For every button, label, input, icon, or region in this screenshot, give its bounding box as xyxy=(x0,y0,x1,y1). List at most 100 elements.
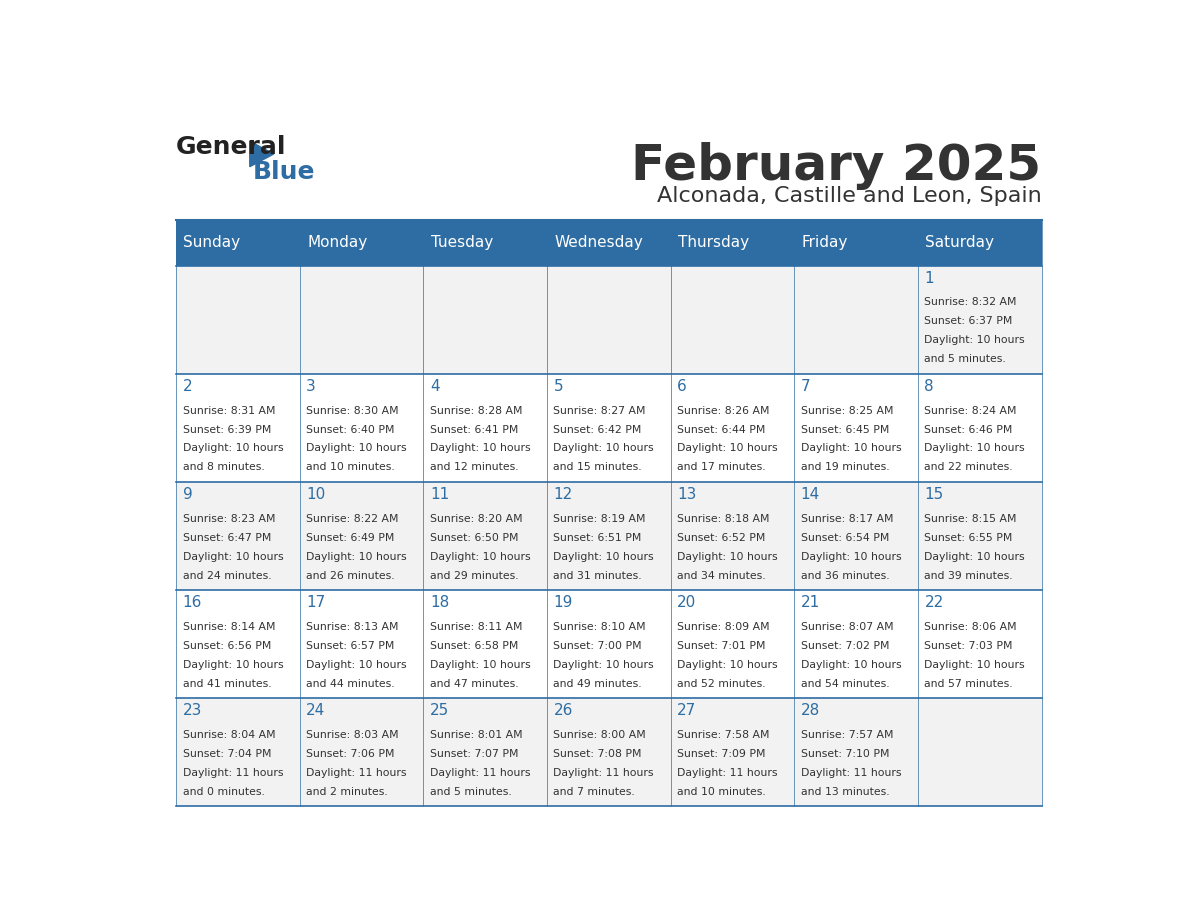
Text: Daylight: 10 hours: Daylight: 10 hours xyxy=(801,552,902,562)
Text: Daylight: 10 hours: Daylight: 10 hours xyxy=(924,335,1025,345)
Bar xyxy=(671,219,795,265)
Text: Daylight: 11 hours: Daylight: 11 hours xyxy=(183,768,283,778)
Text: Wednesday: Wednesday xyxy=(555,235,643,251)
Text: Sunset: 6:39 PM: Sunset: 6:39 PM xyxy=(183,424,271,434)
Text: 3: 3 xyxy=(307,379,316,394)
Bar xyxy=(176,374,299,482)
Text: and 24 minutes.: and 24 minutes. xyxy=(183,571,271,580)
Text: 5: 5 xyxy=(554,379,563,394)
Bar xyxy=(299,699,423,806)
Text: and 39 minutes.: and 39 minutes. xyxy=(924,571,1013,580)
Text: Sunrise: 8:32 AM: Sunrise: 8:32 AM xyxy=(924,297,1017,308)
Bar xyxy=(299,219,423,265)
Text: Daylight: 11 hours: Daylight: 11 hours xyxy=(677,768,778,778)
Text: Sunset: 7:08 PM: Sunset: 7:08 PM xyxy=(554,749,642,759)
Text: Sunrise: 8:00 AM: Sunrise: 8:00 AM xyxy=(554,730,646,740)
Text: Alconada, Castille and Leon, Spain: Alconada, Castille and Leon, Spain xyxy=(657,185,1042,206)
Bar xyxy=(176,219,299,265)
Text: Daylight: 10 hours: Daylight: 10 hours xyxy=(677,443,778,453)
Text: and 8 minutes.: and 8 minutes. xyxy=(183,463,264,473)
Text: 11: 11 xyxy=(430,487,449,502)
Bar xyxy=(423,699,546,806)
Bar xyxy=(546,590,671,699)
Text: Sunset: 6:52 PM: Sunset: 6:52 PM xyxy=(677,532,765,543)
Text: Daylight: 10 hours: Daylight: 10 hours xyxy=(924,660,1025,670)
Text: Friday: Friday xyxy=(802,235,848,251)
Text: Daylight: 10 hours: Daylight: 10 hours xyxy=(677,552,778,562)
Text: Sunset: 7:07 PM: Sunset: 7:07 PM xyxy=(430,749,518,759)
Bar xyxy=(795,482,918,590)
Bar xyxy=(423,265,546,374)
Text: Daylight: 11 hours: Daylight: 11 hours xyxy=(554,768,653,778)
Bar xyxy=(795,265,918,374)
Bar xyxy=(546,374,671,482)
Text: 15: 15 xyxy=(924,487,943,502)
Text: Sunrise: 8:22 AM: Sunrise: 8:22 AM xyxy=(307,514,399,524)
Bar xyxy=(546,482,671,590)
Text: 22: 22 xyxy=(924,595,943,610)
Text: Sunset: 7:06 PM: Sunset: 7:06 PM xyxy=(307,749,394,759)
Text: Sunrise: 8:26 AM: Sunrise: 8:26 AM xyxy=(677,406,770,416)
Text: Sunrise: 8:19 AM: Sunrise: 8:19 AM xyxy=(554,514,646,524)
Text: Tuesday: Tuesday xyxy=(431,235,493,251)
Text: and 19 minutes.: and 19 minutes. xyxy=(801,463,890,473)
Text: Sunrise: 8:10 AM: Sunrise: 8:10 AM xyxy=(554,621,646,632)
Bar xyxy=(423,219,546,265)
Text: and 49 minutes.: and 49 minutes. xyxy=(554,678,642,688)
Text: 17: 17 xyxy=(307,595,326,610)
Text: General: General xyxy=(176,135,286,159)
Text: 28: 28 xyxy=(801,703,820,718)
Text: February 2025: February 2025 xyxy=(632,142,1042,190)
Text: and 44 minutes.: and 44 minutes. xyxy=(307,678,394,688)
Bar xyxy=(423,374,546,482)
Text: Sunrise: 8:18 AM: Sunrise: 8:18 AM xyxy=(677,514,770,524)
Text: and 36 minutes.: and 36 minutes. xyxy=(801,571,890,580)
Text: Sunrise: 8:31 AM: Sunrise: 8:31 AM xyxy=(183,406,276,416)
Text: Sunset: 6:56 PM: Sunset: 6:56 PM xyxy=(183,641,271,651)
Bar xyxy=(423,482,546,590)
Text: Sunrise: 8:09 AM: Sunrise: 8:09 AM xyxy=(677,621,770,632)
Text: Sunset: 6:44 PM: Sunset: 6:44 PM xyxy=(677,424,765,434)
Text: Sunrise: 8:15 AM: Sunrise: 8:15 AM xyxy=(924,514,1017,524)
Bar xyxy=(918,590,1042,699)
Text: Saturday: Saturday xyxy=(925,235,994,251)
Bar xyxy=(546,265,671,374)
Text: Sunrise: 7:57 AM: Sunrise: 7:57 AM xyxy=(801,730,893,740)
Text: Sunset: 6:49 PM: Sunset: 6:49 PM xyxy=(307,532,394,543)
Text: Sunset: 7:00 PM: Sunset: 7:00 PM xyxy=(554,641,642,651)
Text: Sunrise: 8:25 AM: Sunrise: 8:25 AM xyxy=(801,406,893,416)
Text: Sunset: 6:50 PM: Sunset: 6:50 PM xyxy=(430,532,518,543)
Bar xyxy=(918,219,1042,265)
Text: Sunrise: 8:11 AM: Sunrise: 8:11 AM xyxy=(430,621,523,632)
Text: and 26 minutes.: and 26 minutes. xyxy=(307,571,394,580)
Text: Sunset: 6:46 PM: Sunset: 6:46 PM xyxy=(924,424,1012,434)
Text: Sunset: 6:45 PM: Sunset: 6:45 PM xyxy=(801,424,889,434)
Text: 27: 27 xyxy=(677,703,696,718)
Text: 9: 9 xyxy=(183,487,192,502)
Text: Daylight: 10 hours: Daylight: 10 hours xyxy=(183,443,283,453)
Text: 10: 10 xyxy=(307,487,326,502)
Text: Sunrise: 8:07 AM: Sunrise: 8:07 AM xyxy=(801,621,893,632)
Text: Sunrise: 7:58 AM: Sunrise: 7:58 AM xyxy=(677,730,770,740)
Text: Daylight: 10 hours: Daylight: 10 hours xyxy=(430,660,531,670)
Text: and 10 minutes.: and 10 minutes. xyxy=(307,463,394,473)
Text: 20: 20 xyxy=(677,595,696,610)
Text: and 52 minutes.: and 52 minutes. xyxy=(677,678,766,688)
Text: Daylight: 10 hours: Daylight: 10 hours xyxy=(430,552,531,562)
Text: and 47 minutes.: and 47 minutes. xyxy=(430,678,518,688)
Text: Daylight: 10 hours: Daylight: 10 hours xyxy=(307,443,406,453)
Text: and 29 minutes.: and 29 minutes. xyxy=(430,571,518,580)
Text: 25: 25 xyxy=(430,703,449,718)
Text: 26: 26 xyxy=(554,703,573,718)
Text: Blue: Blue xyxy=(253,160,315,184)
Bar xyxy=(671,265,795,374)
Text: Sunrise: 8:03 AM: Sunrise: 8:03 AM xyxy=(307,730,399,740)
Text: Sunset: 6:42 PM: Sunset: 6:42 PM xyxy=(554,424,642,434)
Text: Sunrise: 8:13 AM: Sunrise: 8:13 AM xyxy=(307,621,399,632)
Bar xyxy=(176,590,299,699)
Text: Daylight: 10 hours: Daylight: 10 hours xyxy=(430,443,531,453)
Text: Daylight: 10 hours: Daylight: 10 hours xyxy=(554,443,655,453)
Text: and 13 minutes.: and 13 minutes. xyxy=(801,787,890,797)
Text: and 31 minutes.: and 31 minutes. xyxy=(554,571,642,580)
Text: 1: 1 xyxy=(924,271,934,285)
